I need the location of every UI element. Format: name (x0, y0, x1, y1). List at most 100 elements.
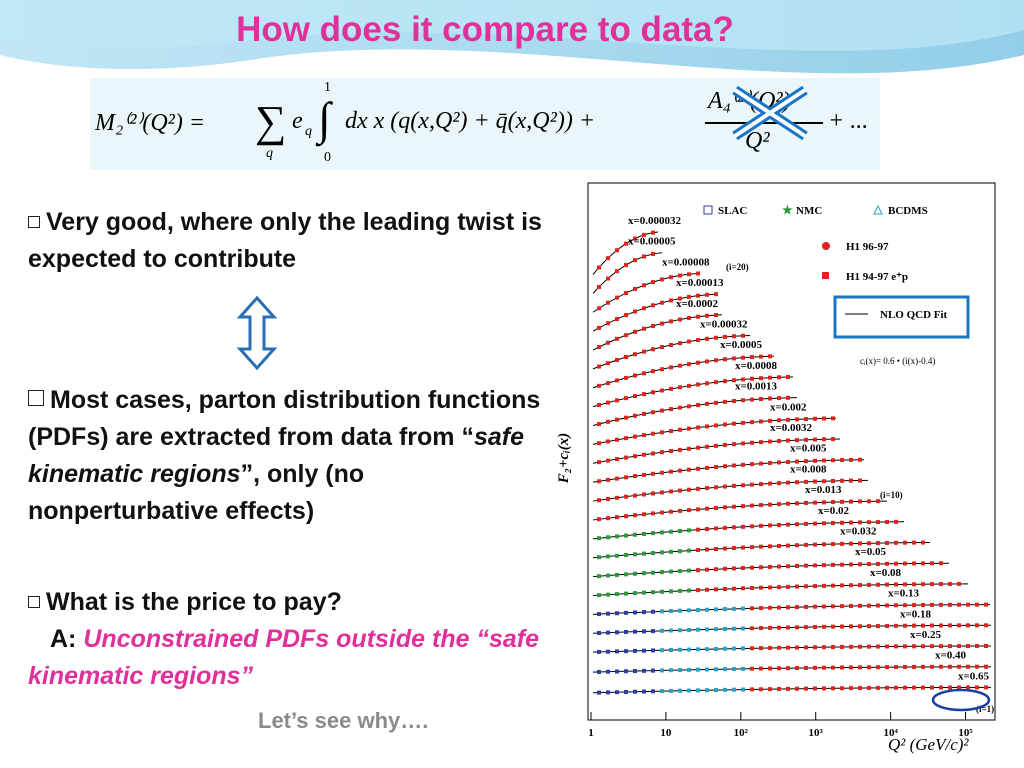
data-point (723, 464, 727, 469)
data-point (723, 484, 727, 489)
data-point (714, 465, 718, 470)
data-point (912, 561, 916, 566)
data-point (714, 400, 718, 405)
data-point (741, 524, 745, 529)
data-point (786, 605, 790, 610)
data-point (741, 566, 745, 571)
data-point (624, 553, 628, 558)
curve-label: x=0.032 (840, 526, 877, 538)
data-point (984, 664, 988, 669)
data-point (777, 502, 781, 507)
data-point (678, 608, 682, 613)
data-point (858, 603, 862, 608)
data-point (687, 315, 691, 320)
data-point (732, 398, 736, 403)
data-point (624, 436, 628, 441)
data-point (858, 686, 862, 691)
data-point (822, 479, 826, 484)
data-point (660, 388, 664, 393)
data-point (831, 521, 835, 526)
data-point (696, 466, 700, 471)
data-point (975, 602, 979, 607)
data-point (912, 623, 916, 628)
fit-curve (592, 686, 992, 694)
data-point (867, 520, 871, 525)
data-point (669, 628, 673, 633)
data-point (624, 355, 628, 360)
data-point (750, 585, 754, 590)
data-point (786, 395, 790, 400)
data-point (651, 251, 655, 256)
data-point (606, 516, 610, 521)
data-point (678, 317, 682, 322)
data-point (696, 425, 700, 430)
data-point (705, 465, 709, 470)
data-point (660, 470, 664, 475)
data-point (912, 644, 916, 649)
data-point (804, 521, 808, 526)
data-point (615, 269, 619, 274)
data-point (606, 458, 610, 463)
data-point (660, 367, 664, 372)
data-point (687, 446, 691, 451)
data-point (723, 566, 727, 571)
index-note: (i=20) (726, 262, 749, 272)
data-point (669, 668, 673, 673)
data-point (633, 329, 637, 334)
curve-label: x=0.05 (855, 546, 887, 558)
legend-label: NLO QCD Fit (880, 309, 948, 321)
data-point (930, 623, 934, 628)
data-point (696, 588, 700, 593)
data-point (930, 561, 934, 566)
data-point (615, 630, 619, 635)
data-point (606, 630, 610, 635)
data-point (714, 607, 718, 612)
data-point (714, 313, 718, 318)
data-point (840, 562, 844, 567)
curve-label: x=0.0008 (735, 360, 778, 372)
data-point (741, 504, 745, 509)
data-point (669, 469, 673, 474)
data-point (597, 593, 601, 598)
data-point (885, 623, 889, 628)
data-point (660, 628, 664, 633)
data-point (642, 433, 646, 438)
data-point (921, 623, 925, 628)
data-point (678, 529, 682, 534)
data-point (732, 666, 736, 671)
data-point (669, 549, 673, 554)
data-point (813, 437, 817, 442)
data-point (957, 623, 961, 628)
data-point (813, 416, 817, 421)
data-point (696, 667, 700, 672)
data-point (894, 519, 898, 524)
data-point (678, 668, 682, 673)
data-point (849, 665, 853, 670)
data-point (849, 603, 853, 608)
data-point (759, 585, 763, 590)
data-point (804, 645, 808, 650)
data-point (768, 502, 772, 507)
data-point (633, 309, 637, 314)
data-point (615, 437, 619, 442)
data-point (597, 574, 601, 579)
data-point (840, 604, 844, 609)
curve-label: x=0.00008 (662, 256, 710, 268)
data-point (930, 644, 934, 649)
data-point (723, 607, 727, 612)
data-point (705, 547, 709, 552)
curve-label: x=0.25 (910, 629, 942, 641)
data-point (660, 550, 664, 555)
data-point (849, 686, 853, 691)
data-point (840, 686, 844, 691)
data-point (642, 492, 646, 497)
curve-label: x=0.00005 (628, 236, 676, 248)
data-point (840, 624, 844, 629)
data-point (768, 481, 772, 486)
data-point (975, 664, 979, 669)
data-point (669, 298, 673, 303)
data-point (804, 542, 808, 547)
data-point (732, 566, 736, 571)
data-point (813, 542, 817, 547)
data-point (984, 644, 988, 649)
